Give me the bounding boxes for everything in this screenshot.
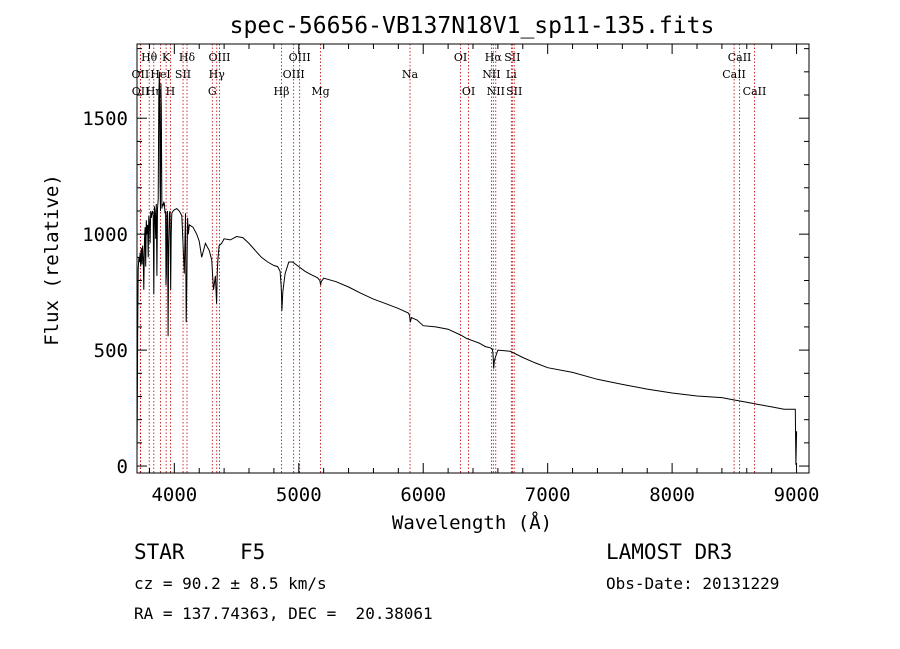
marker-label: CaII: [722, 68, 746, 81]
marker-label: OIII: [283, 68, 305, 81]
marker-label: Hβ: [274, 85, 290, 98]
subclass-label: F5: [240, 540, 266, 564]
marker-label: OI: [454, 51, 467, 64]
marker-label: SII: [504, 51, 520, 64]
marker-label: OI: [462, 85, 475, 98]
marker-label: Mg: [311, 85, 329, 98]
marker-label: Na: [402, 68, 419, 81]
plot-frame: [136, 43, 810, 474]
marker-label: OIII: [289, 51, 311, 64]
y-axis-label: Flux (relative): [41, 174, 63, 346]
marker-label: Hη: [146, 85, 162, 98]
marker-label: NII: [482, 68, 500, 81]
marker-label: CaII: [743, 85, 767, 98]
redshift-text: cz = 90.2 ± 8.5 km/s: [134, 574, 327, 593]
x-tick-label: 7000: [525, 484, 571, 506]
x-tick-label: 5000: [276, 484, 322, 506]
y-tick-label: 500: [94, 340, 128, 362]
emission-line-markers: Hθ OII OII K HeI Hη Hδ SII H OIII Hγ G OIII OIII Hβ Mg N…: [132, 44, 767, 473]
coordinates-text: RA = 137.74363, DEC = 20.38061: [134, 604, 433, 623]
x-tick-label: 6000: [400, 484, 446, 506]
survey-label: LAMOST DR3: [606, 540, 733, 564]
chart-title: spec-56656-VB137N18V1_sp11-135.fits: [230, 13, 715, 39]
marker-label: CaII: [728, 51, 752, 64]
y-tick-label: 0: [117, 456, 128, 478]
marker-label: SII: [175, 68, 191, 81]
marker-label: SII: [506, 85, 522, 98]
axis-ticks: 4000 5000 6000 7000 8000 9000 0 500 1000 1500: [82, 44, 819, 506]
marker-label: Hθ: [141, 51, 158, 64]
marker-label: Hγ: [209, 68, 226, 81]
marker-label: OII: [132, 68, 150, 81]
marker-label: K: [162, 51, 171, 64]
marker-label: H: [166, 85, 176, 98]
x-tick-label: 4000: [151, 484, 197, 506]
x-tick-label: 9000: [774, 484, 820, 506]
marker-label: Hα: [485, 51, 503, 64]
y-tick-label: 1000: [82, 224, 128, 246]
marker-label: G: [208, 85, 217, 98]
spectrum-line: [136, 71, 798, 465]
marker-label: Hδ: [179, 51, 196, 64]
class-label: STAR: [134, 540, 185, 564]
observation-date: Obs-Date: 20131229: [606, 574, 780, 593]
x-axis-label: Wavelength (Å): [392, 511, 552, 534]
marker-label: OII: [132, 85, 150, 98]
marker-label: Li: [506, 68, 517, 81]
y-tick-label: 1500: [82, 108, 128, 130]
x-tick-label: 8000: [649, 484, 695, 506]
marker-label: HeI: [150, 68, 170, 81]
marker-label: NII: [487, 85, 505, 98]
marker-label: OIII: [208, 51, 230, 64]
